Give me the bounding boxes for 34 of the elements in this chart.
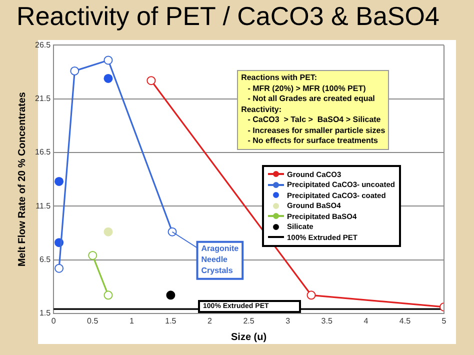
point bbox=[146, 76, 156, 86]
x-tick-label: 2 bbox=[208, 316, 213, 326]
point bbox=[166, 290, 176, 300]
point bbox=[54, 264, 64, 273]
x-axis-title: Size (u) bbox=[231, 332, 267, 343]
chart-title: Reactivity of PET / CaCO3 & BaSO4 bbox=[16, 0, 440, 31]
x-tick-label: 5 bbox=[442, 316, 447, 326]
x-tick-label: 3 bbox=[286, 316, 291, 326]
point bbox=[306, 290, 316, 300]
point bbox=[70, 66, 80, 76]
y-tick-label: 6.5 bbox=[39, 254, 52, 264]
x-tick-label: 1 bbox=[129, 316, 134, 326]
y-tick-label: 16.5 bbox=[34, 148, 52, 157]
point bbox=[168, 227, 177, 236]
y-tick-label: 26.5 bbox=[34, 40, 52, 50]
point bbox=[88, 250, 98, 260]
note-box: Reactions with PET: - MFR (20%) > MFR (100% PET) - Not all Grades are created equal Reactivity: - CaCO3 > Talc > BaSO4 > Silicate - Increases for smaller particle sizes - No effects for surface treatments bbox=[237, 70, 390, 150]
annotation: Aragonite Needle Crystals bbox=[201, 244, 240, 276]
point bbox=[104, 56, 113, 65]
y-tick-label: 21.5 bbox=[34, 94, 52, 104]
x-tick-label: 1.5 bbox=[165, 316, 177, 326]
point bbox=[104, 74, 113, 83]
x-tick-label: 4.5 bbox=[399, 316, 412, 326]
point bbox=[104, 290, 113, 300]
y-axis-title: Melt Flow Rate of 20 % Concentrates bbox=[16, 92, 28, 267]
point bbox=[54, 176, 64, 186]
y-tick-label: 1.5 bbox=[39, 308, 52, 318]
point bbox=[104, 227, 113, 236]
x-tick-label: 2.5 bbox=[243, 316, 255, 326]
x-tick-label: 0 bbox=[51, 316, 56, 326]
x-tick-label: 0.5 bbox=[87, 316, 99, 326]
x-tick-label: 4 bbox=[364, 316, 369, 326]
y-tick-label: 11.5 bbox=[36, 201, 52, 210]
x-tick-label: 3.5 bbox=[321, 316, 333, 326]
